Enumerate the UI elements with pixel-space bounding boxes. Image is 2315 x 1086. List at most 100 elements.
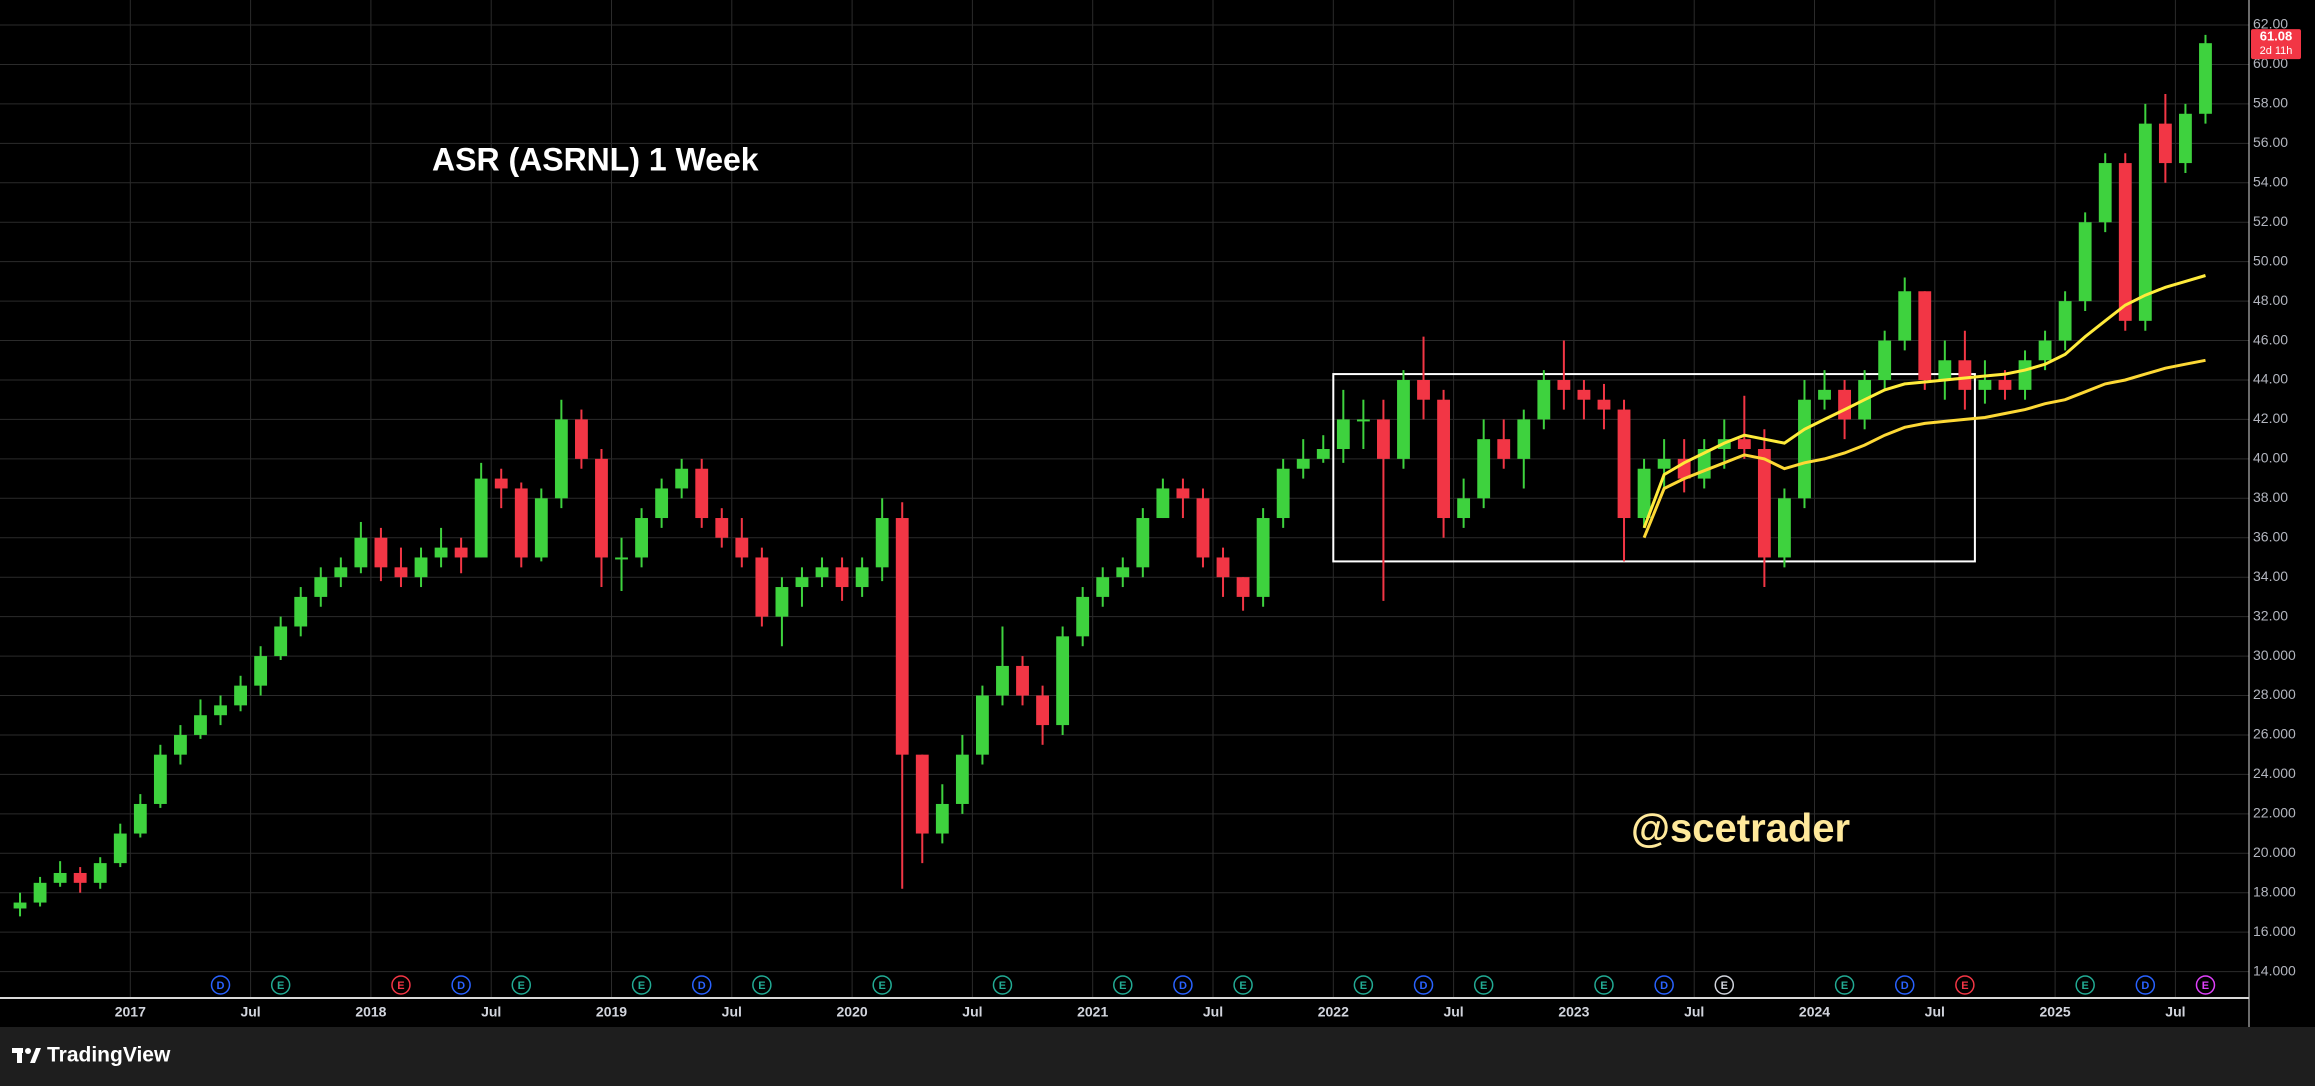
event-marker [1594,975,1614,995]
event-marker [992,975,1013,995]
candle-body [374,537,388,568]
candle-body [1818,389,1831,400]
watermark: @scetrader [1631,807,1850,851]
candle-body [1056,636,1070,726]
candle-body [1597,399,1611,410]
y-tick-label: 40.00 [2253,450,2288,466]
event-marker [752,975,772,995]
last-price-label: 61.08 [2260,29,2293,44]
countdown-label: 2d 11h [2260,45,2293,57]
candle-body [1256,518,1270,597]
candle-body [93,863,107,883]
candle-body [675,468,689,489]
x-tick-label: 2024 [1799,1004,1830,1020]
candle-body [1437,399,1450,519]
y-tick-label: 44.00 [2253,371,2288,387]
logo-part [17,1048,22,1063]
candle-body [1457,498,1471,519]
event-marker [1894,975,1915,995]
candle-body [815,567,829,578]
event-marker [1714,975,1735,995]
event-label: D [457,980,465,992]
candle-body [895,518,909,755]
candle-body [855,567,869,588]
event-label: E [2202,980,2209,992]
chart-title: ASR (ASRNL) 1 Week [432,141,759,177]
event-label: E [1721,980,1728,992]
candle-body [1096,577,1110,597]
event-marker [1955,975,1975,995]
candle-body [2118,163,2132,321]
y-tick-label: 24.000 [2253,765,2296,781]
candle-body [1557,379,1571,390]
candle-body [1076,596,1090,637]
candle-body [1036,695,1049,726]
event-label: E [397,980,404,992]
y-tick-label: 28.000 [2253,686,2296,702]
candle-body [835,567,849,588]
candle-body [214,705,227,716]
event-marker [1113,975,1133,995]
x-tick-label: 2025 [2040,1004,2071,1020]
y-tick-label: 38.00 [2253,489,2288,505]
candle-body [194,715,207,735]
candle-body [1196,498,1210,558]
x-tick-label: Jul [481,1004,501,1020]
candle-body [1778,498,1791,558]
candle-body [1176,488,1190,499]
candle-body [915,754,929,834]
candle-body [635,518,648,558]
x-tick-label: 2020 [837,1004,868,1020]
event-label: E [879,980,886,992]
event-label: E [277,980,284,992]
candle-body [2058,301,2072,341]
x-tick-label: Jul [962,1004,982,1020]
candle-body [1958,360,1972,390]
candle-body [153,754,167,804]
y-tick-label: 20.000 [2253,844,2296,860]
candle-body [1216,557,1230,578]
candle-body [1477,439,1491,499]
x-tick-label: 2022 [1318,1004,1349,1020]
candle-body [2158,123,2172,164]
candle-body [976,695,989,755]
candle-body [33,882,47,903]
y-tick-label: 42.00 [2253,410,2288,426]
plot [13,34,2212,917]
candle-body [1898,291,1912,341]
y-tick-label: 30.000 [2253,647,2296,663]
y-tick-label: 26.000 [2253,726,2296,742]
y-tick-label: 54.00 [2253,174,2288,190]
candle-body [695,468,709,519]
event-marker [1834,975,1855,995]
event-label: E [1119,980,1126,992]
moving-average [1642,358,2206,539]
candle-body [1016,665,1029,696]
candle-body [575,419,588,459]
brand-name: TradingView [47,1044,171,1067]
candle-body [1798,399,1811,499]
y-tick-label: 48.00 [2253,292,2288,308]
moving-average [1642,274,2206,529]
candle-body [1637,468,1651,519]
logo-part [30,1048,41,1063]
event-label: E [1239,980,1246,992]
candle-body [1296,458,1310,469]
event-marker [451,975,471,995]
candle-body [595,458,608,558]
event-label: E [1480,980,1487,992]
event-marker [210,975,231,995]
candle-body [1998,379,2012,390]
event-label: D [698,980,706,992]
candle-body [1978,379,1992,390]
candle-body [996,665,1009,696]
y-tick-label: 36.00 [2253,528,2288,544]
candle-body [554,419,568,499]
y-tick-label: 50.00 [2253,252,2288,268]
candle-body [514,488,528,558]
y-tick-label: 16.000 [2253,923,2296,939]
event-marker [631,975,652,995]
candle-body [1156,488,1170,519]
candle-body [1878,340,1892,380]
